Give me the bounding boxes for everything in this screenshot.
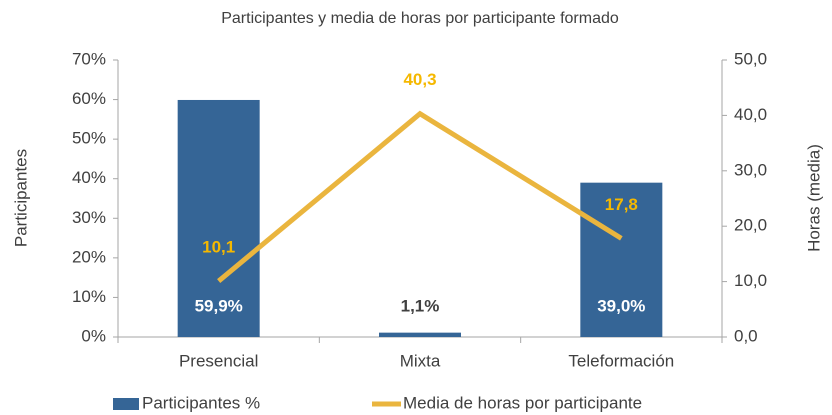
y-tick-label: 0% <box>81 326 106 345</box>
y-tick-label: 30% <box>72 208 106 227</box>
y2-tick-label: 40,0 <box>734 105 767 124</box>
bar <box>379 332 461 337</box>
x-tick-label: Mixta <box>400 351 441 370</box>
bar <box>177 99 260 338</box>
y2-tick-label: 50,0 <box>734 49 767 68</box>
y-tick-label: 50% <box>72 129 106 148</box>
y-tick-label: 20% <box>72 247 106 266</box>
y-tick-label: 10% <box>72 287 106 306</box>
y2-axis-label: Horas (media) <box>804 144 823 252</box>
y2-tick-label: 20,0 <box>734 216 767 235</box>
y-tick-label: 60% <box>72 89 106 108</box>
line-value-label: 40,3 <box>403 70 436 89</box>
y2-tick-label: 0,0 <box>734 326 758 345</box>
bar-value-label: 1,1% <box>401 296 440 315</box>
line <box>217 110 623 283</box>
bar <box>580 182 663 337</box>
y-tick-label: 70% <box>72 49 106 68</box>
x-tick-label: Presencial <box>179 351 258 370</box>
y-axis-label: Participantes <box>11 149 30 247</box>
bar-value-label: 39,0% <box>597 296 645 315</box>
y-tick-label: 40% <box>72 168 106 187</box>
chart-title: Participantes y media de horas por parti… <box>221 10 619 27</box>
bar-value-label: 59,9% <box>195 296 243 315</box>
x-tick-label: Teleformación <box>568 351 674 370</box>
y2-tick-label: 10,0 <box>734 271 767 290</box>
legend-label: Participantes % <box>142 393 260 412</box>
legend-label: Media de horas por participante <box>403 393 642 412</box>
y2-tick-label: 30,0 <box>734 160 767 179</box>
line-value-label: 10,1 <box>202 238 235 257</box>
legend-swatch <box>113 398 139 410</box>
line-value-label: 17,8 <box>605 195 638 214</box>
